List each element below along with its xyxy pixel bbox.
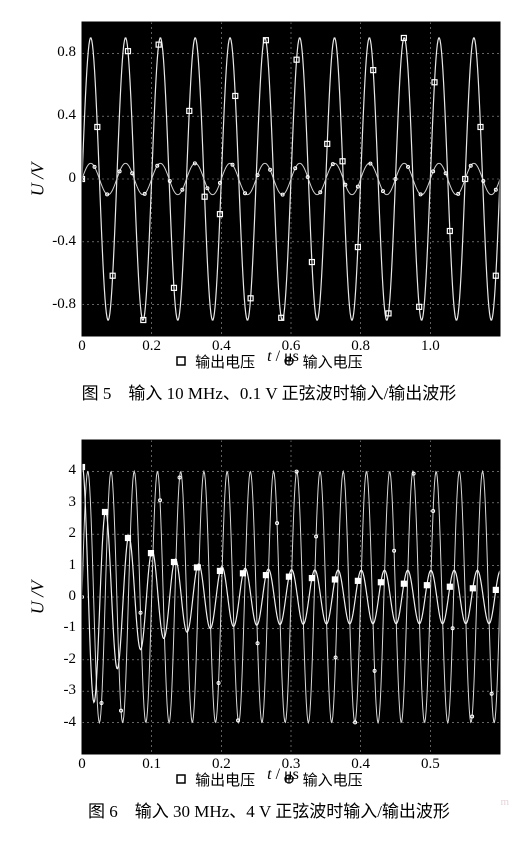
- figure6-caption: 图 6 输入 30 MHz、4 V 正弦波时输入/输出波形: [18, 793, 520, 832]
- figure6-xlabel: t / μs: [18, 766, 530, 784]
- ytick-label: -0.8: [26, 296, 76, 313]
- ytick-label: 0.4: [26, 107, 76, 124]
- ytick-label: -2: [26, 651, 76, 668]
- figure6-xlabel-unit: / μs: [276, 766, 299, 783]
- figure6-chart-panel: -4-3-2-10123400.10.20.30.40.5U /Vm: [18, 426, 520, 766]
- ytick-label: -3: [26, 682, 76, 699]
- figure5-xlabel-var: t: [267, 348, 271, 365]
- figure6: -4-3-2-10123400.10.20.30.40.5U /Vm t / μ…: [0, 418, 530, 836]
- ytick-label: 4: [26, 462, 76, 479]
- figure5-chart-panel: -0.8-0.400.40.800.20.40.60.81.0U /V: [18, 8, 520, 348]
- ytick-label: -0.4: [26, 233, 76, 250]
- ylabel: U /V: [28, 150, 49, 210]
- figure5: -0.8-0.400.40.800.20.40.60.81.0U /V t / …: [0, 0, 530, 418]
- figure5-xlabel: t / μs: [18, 348, 530, 366]
- figure5-caption: 图 5 输入 10 MHz、0.1 V 正弦波时输入/输出波形: [18, 375, 520, 414]
- ytick-label: 2: [26, 525, 76, 542]
- figure5-xlabel-unit: / μs: [276, 348, 299, 365]
- ylabel: U /V: [28, 568, 49, 628]
- ytick-label: 0.8: [26, 44, 76, 61]
- figure6-xlabel-var: t: [267, 766, 271, 783]
- ytick-label: -4: [26, 714, 76, 731]
- ytick-label: 3: [26, 494, 76, 511]
